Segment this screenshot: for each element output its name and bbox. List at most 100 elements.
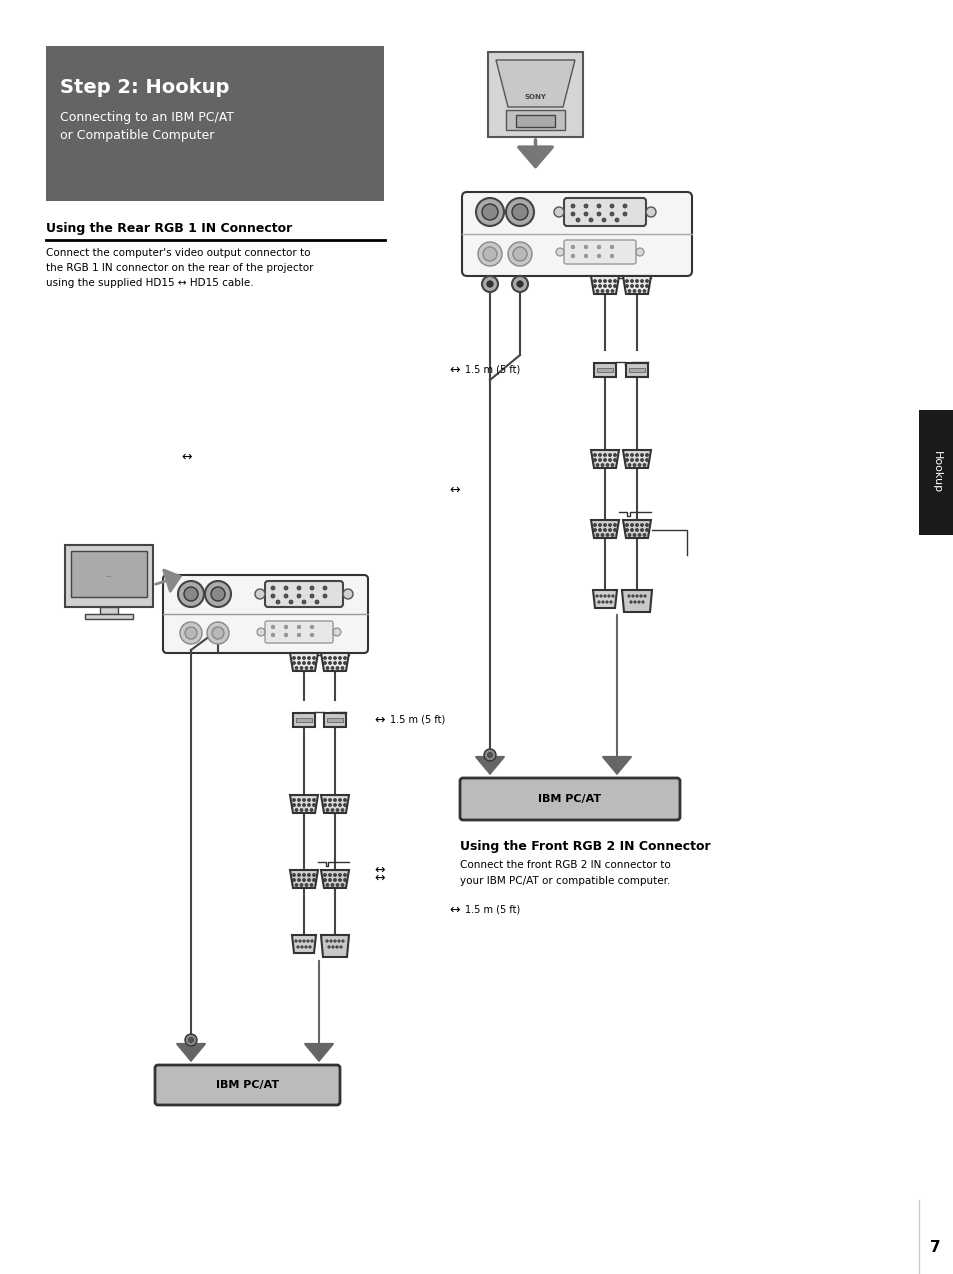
FancyBboxPatch shape: [154, 1065, 339, 1105]
Circle shape: [334, 661, 336, 665]
Circle shape: [184, 587, 198, 601]
Circle shape: [338, 661, 341, 665]
Circle shape: [299, 883, 303, 887]
Circle shape: [588, 218, 593, 222]
Circle shape: [556, 248, 563, 256]
Circle shape: [593, 454, 596, 456]
Circle shape: [333, 628, 340, 636]
Text: ↔: ↔: [449, 363, 459, 377]
Circle shape: [505, 197, 534, 225]
Circle shape: [302, 940, 305, 943]
Bar: [594, 363, 616, 377]
Circle shape: [305, 883, 308, 887]
Circle shape: [307, 799, 310, 801]
Circle shape: [599, 595, 601, 598]
Text: using the supplied HD15 ↔ HD15 cable.: using the supplied HD15 ↔ HD15 cable.: [46, 278, 253, 288]
Circle shape: [629, 601, 632, 603]
Bar: [597, 368, 613, 372]
Circle shape: [639, 454, 643, 456]
Circle shape: [307, 879, 310, 882]
Circle shape: [635, 459, 638, 461]
Circle shape: [603, 284, 606, 288]
Circle shape: [631, 595, 634, 598]
Circle shape: [334, 940, 335, 943]
Circle shape: [605, 289, 608, 293]
FancyBboxPatch shape: [265, 620, 333, 643]
Circle shape: [307, 874, 310, 877]
Circle shape: [598, 601, 599, 603]
Circle shape: [331, 883, 334, 887]
Polygon shape: [590, 276, 618, 294]
Circle shape: [630, 284, 633, 288]
Circle shape: [343, 879, 346, 882]
Circle shape: [297, 874, 300, 877]
Bar: [327, 719, 343, 722]
Circle shape: [596, 289, 598, 293]
Circle shape: [625, 454, 628, 456]
Circle shape: [254, 589, 265, 599]
Circle shape: [607, 595, 610, 598]
Bar: [505, 110, 564, 130]
Circle shape: [605, 534, 608, 536]
Circle shape: [622, 204, 626, 208]
Circle shape: [598, 284, 601, 288]
Circle shape: [305, 809, 308, 812]
Text: ↔: ↔: [182, 451, 193, 464]
FancyBboxPatch shape: [563, 197, 645, 225]
Bar: [628, 368, 644, 372]
Circle shape: [310, 633, 314, 637]
Circle shape: [297, 661, 300, 665]
Circle shape: [610, 245, 613, 248]
Circle shape: [323, 656, 326, 660]
Circle shape: [313, 661, 315, 665]
Circle shape: [178, 581, 204, 606]
Circle shape: [593, 279, 596, 283]
Circle shape: [307, 661, 310, 665]
Circle shape: [622, 211, 626, 217]
Polygon shape: [290, 654, 317, 671]
Circle shape: [293, 804, 295, 806]
Polygon shape: [622, 276, 650, 294]
Circle shape: [642, 289, 645, 293]
Polygon shape: [593, 590, 617, 608]
Bar: [324, 713, 346, 727]
Bar: [293, 713, 314, 727]
Text: Connect the front RGB 2 IN connector to: Connect the front RGB 2 IN connector to: [459, 860, 670, 870]
Circle shape: [310, 666, 313, 670]
Circle shape: [335, 945, 338, 948]
Text: ↔: ↔: [449, 484, 459, 497]
Circle shape: [338, 879, 341, 882]
Circle shape: [610, 255, 613, 257]
Circle shape: [338, 799, 341, 801]
Circle shape: [297, 879, 300, 882]
Circle shape: [610, 289, 614, 293]
Circle shape: [334, 804, 336, 806]
Circle shape: [635, 595, 638, 598]
Circle shape: [323, 879, 326, 882]
Circle shape: [335, 666, 338, 670]
Text: ↔: ↔: [375, 864, 385, 877]
Circle shape: [609, 204, 614, 208]
Circle shape: [635, 529, 638, 531]
Polygon shape: [320, 795, 349, 813]
Circle shape: [597, 211, 600, 217]
Circle shape: [307, 656, 310, 660]
Circle shape: [337, 940, 340, 943]
Circle shape: [341, 940, 344, 943]
Polygon shape: [590, 520, 618, 538]
Polygon shape: [290, 795, 317, 813]
Circle shape: [638, 601, 639, 603]
Circle shape: [326, 940, 328, 943]
Circle shape: [608, 524, 611, 526]
Circle shape: [609, 601, 612, 603]
Circle shape: [314, 600, 318, 604]
Circle shape: [483, 749, 496, 761]
Circle shape: [635, 454, 638, 456]
Circle shape: [343, 874, 346, 877]
Circle shape: [635, 279, 638, 283]
Circle shape: [328, 804, 331, 806]
Circle shape: [603, 459, 606, 461]
Circle shape: [635, 284, 638, 288]
Circle shape: [625, 524, 628, 526]
Circle shape: [296, 594, 301, 598]
